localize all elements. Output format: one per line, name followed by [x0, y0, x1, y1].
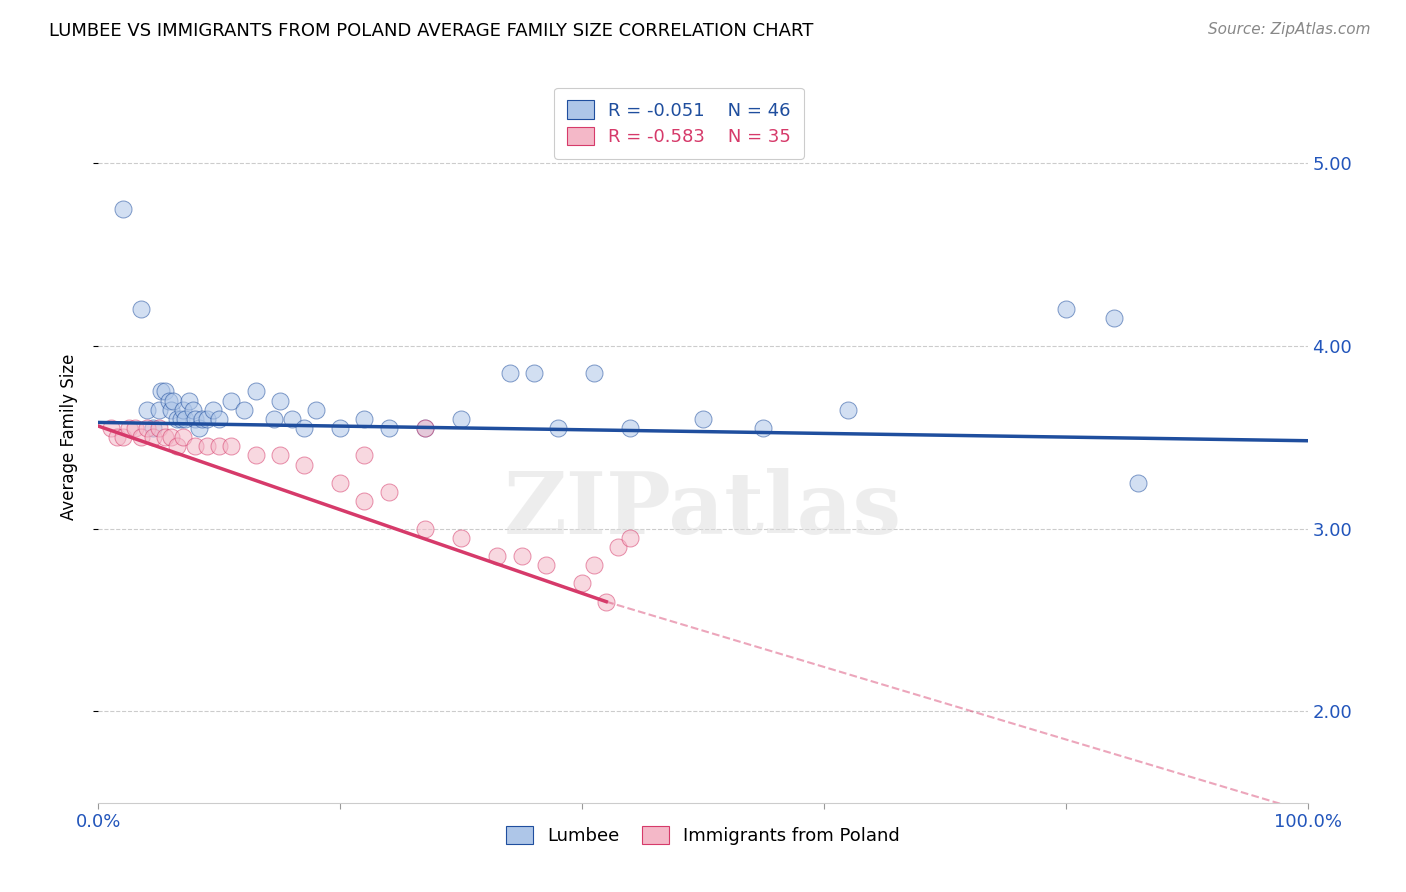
Point	[281, 412, 304, 426]
Point	[142, 421, 165, 435]
Point	[148, 421, 170, 435]
Point	[269, 448, 291, 462]
Point	[142, 430, 165, 444]
Point	[111, 202, 134, 216]
Point	[150, 384, 173, 399]
Point	[129, 301, 152, 317]
Point	[187, 421, 209, 435]
Point	[208, 439, 231, 453]
Point	[202, 402, 225, 417]
Point	[377, 485, 399, 500]
Point	[837, 402, 859, 417]
Point	[166, 439, 188, 453]
Point	[377, 421, 399, 435]
Point	[329, 475, 352, 490]
Point	[486, 549, 509, 563]
Point	[221, 439, 243, 453]
Point	[162, 393, 184, 408]
Point	[181, 402, 204, 417]
Point	[523, 366, 546, 380]
Point	[148, 402, 170, 417]
Point	[179, 393, 201, 408]
Point	[157, 393, 180, 408]
Point	[184, 412, 207, 426]
Point	[692, 412, 714, 426]
Point	[174, 412, 197, 426]
Point	[169, 412, 191, 426]
Point	[1102, 311, 1125, 326]
Point	[413, 421, 436, 435]
Point	[498, 366, 520, 380]
Point	[607, 540, 630, 554]
Point	[135, 402, 157, 417]
Point	[510, 549, 533, 563]
Point	[191, 412, 214, 426]
Point	[413, 521, 436, 535]
Point	[124, 421, 146, 435]
Point	[184, 439, 207, 453]
Point	[353, 494, 375, 508]
Point	[752, 421, 775, 435]
Point	[166, 412, 188, 426]
Y-axis label: Average Family Size: Average Family Size	[59, 354, 77, 520]
Point	[160, 402, 183, 417]
Point	[571, 576, 593, 591]
Point	[583, 558, 606, 573]
Point	[160, 430, 183, 444]
Point	[208, 412, 231, 426]
Point	[245, 448, 267, 462]
Point	[100, 421, 122, 435]
Point	[232, 402, 254, 417]
Point	[595, 594, 617, 608]
Point	[172, 402, 194, 417]
Point	[153, 430, 176, 444]
Point	[450, 412, 472, 426]
Point	[413, 421, 436, 435]
Point	[1128, 475, 1150, 490]
Point	[269, 393, 291, 408]
Text: ZIPatlas: ZIPatlas	[503, 468, 903, 552]
Point	[305, 402, 328, 417]
Point	[135, 421, 157, 435]
Point	[153, 384, 176, 399]
Point	[263, 412, 285, 426]
Point	[329, 421, 352, 435]
Point	[195, 412, 218, 426]
Point	[547, 421, 569, 435]
Point	[583, 366, 606, 380]
Point	[1054, 301, 1077, 317]
Point	[245, 384, 267, 399]
Point	[118, 421, 141, 435]
Point	[105, 430, 128, 444]
Point	[450, 531, 472, 545]
Point	[619, 531, 641, 545]
Point	[195, 439, 218, 453]
Point	[129, 430, 152, 444]
Point	[292, 458, 315, 472]
Point	[292, 421, 315, 435]
Point	[534, 558, 557, 573]
Point	[353, 448, 375, 462]
Point	[111, 430, 134, 444]
Text: LUMBEE VS IMMIGRANTS FROM POLAND AVERAGE FAMILY SIZE CORRELATION CHART: LUMBEE VS IMMIGRANTS FROM POLAND AVERAGE…	[49, 22, 814, 40]
Point	[353, 412, 375, 426]
Text: Source: ZipAtlas.com: Source: ZipAtlas.com	[1208, 22, 1371, 37]
Legend: Lumbee, Immigrants from Poland: Lumbee, Immigrants from Poland	[492, 812, 914, 860]
Point	[172, 430, 194, 444]
Point	[221, 393, 243, 408]
Point	[619, 421, 641, 435]
